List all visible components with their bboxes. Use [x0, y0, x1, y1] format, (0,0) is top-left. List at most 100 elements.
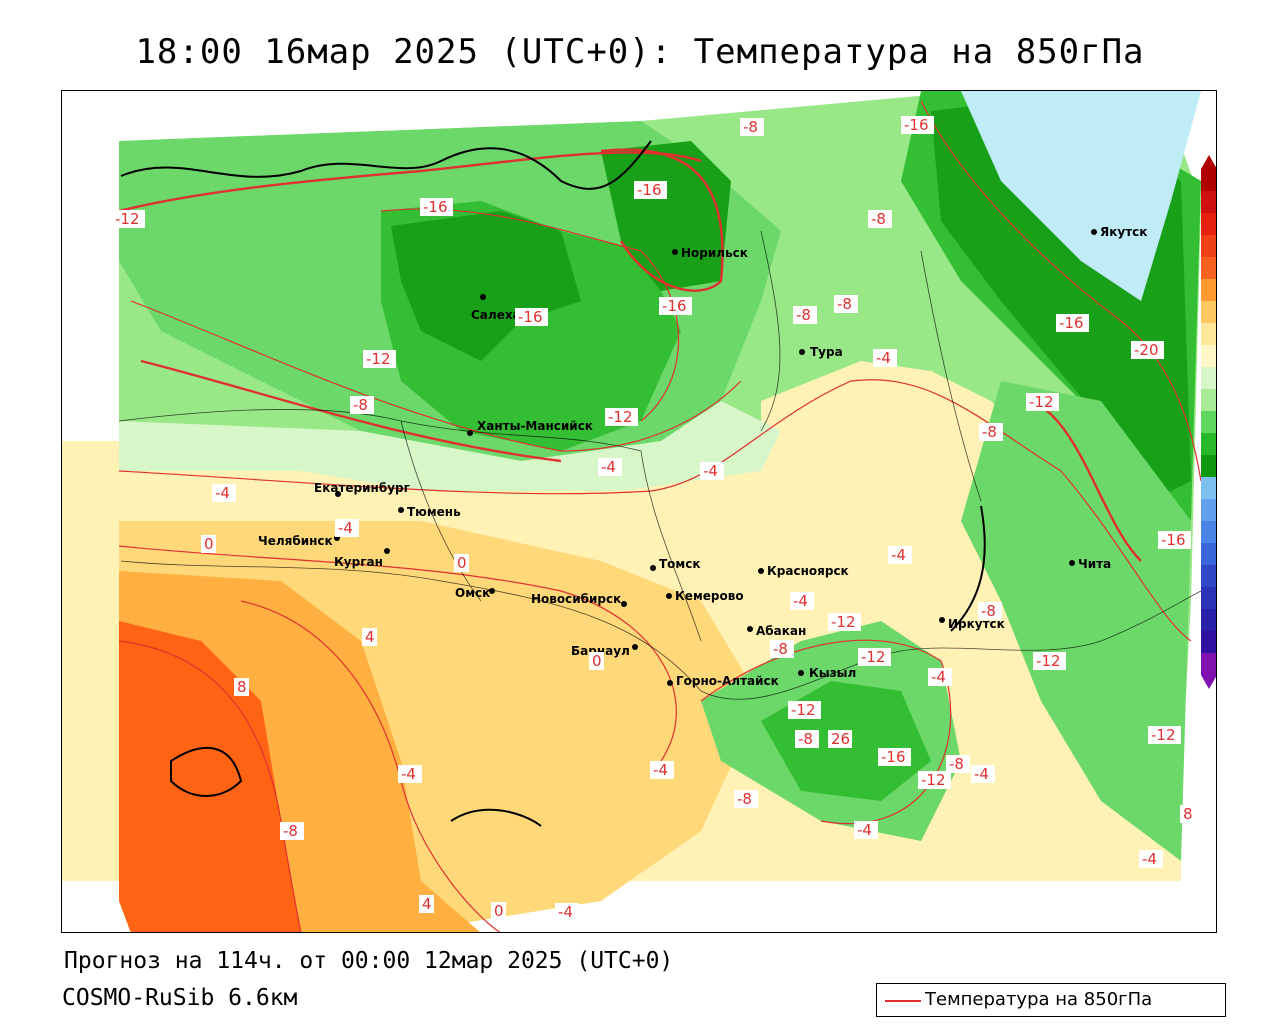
contour-line [118, 379, 1192, 642]
coastline [450, 808, 542, 827]
scale-swatch [1201, 389, 1216, 411]
scale-swatch [1201, 521, 1216, 543]
scale-swatch [1201, 235, 1216, 257]
contour-label-bg [335, 519, 359, 537]
contour-label-bg [363, 350, 396, 368]
city-label: Омск [455, 586, 490, 600]
contour-label: -8 [982, 423, 997, 441]
city-marker [798, 670, 804, 676]
contour-label-bg [946, 755, 970, 773]
scale-swatch [1201, 191, 1216, 213]
contour-label-bg [858, 648, 891, 666]
contour-label: -16 [904, 116, 929, 134]
city-label: Томск [659, 557, 701, 571]
contour-label: -12 [366, 350, 391, 368]
contour-label-bg [1033, 652, 1066, 670]
contour-label-bg [828, 613, 861, 631]
border-line [120, 560, 1202, 700]
contour-label: -4 [338, 519, 353, 537]
contour-label-bg [1148, 726, 1181, 744]
contour-label: -12 [1036, 652, 1061, 670]
city-label: Чита [1078, 557, 1111, 571]
city-label: Горно-Алтайск [676, 674, 779, 688]
contour-label: -12 [1029, 393, 1054, 411]
legend: Температура на 850гПа [876, 983, 1226, 1017]
contour-label-bg [280, 822, 304, 840]
city-label: Новосибирск [531, 592, 621, 606]
contour-label-bg [918, 771, 951, 789]
city-marker [1091, 229, 1097, 235]
contour-line [118, 640, 302, 932]
scale-swatch [1201, 213, 1216, 235]
contour-line [380, 208, 679, 422]
contour-label: -16 [637, 181, 662, 199]
contour-label-bg [634, 181, 667, 199]
map-title: 18:00 16мар 2025 (UTC+0): Температура на… [135, 32, 1145, 72]
contour-label: -4 [558, 903, 573, 921]
contour-label: 8 [237, 678, 247, 696]
contour-line-bold [140, 359, 562, 463]
city-marker [480, 294, 486, 300]
field-hot-orange [119, 621, 301, 932]
city-marker [632, 644, 638, 650]
contour-label-bg [1026, 393, 1059, 411]
contour-label-bg [828, 730, 852, 748]
contour-line-bold [118, 151, 702, 213]
city-label: Екатеринбург [314, 481, 410, 495]
scale-swatch [1201, 433, 1216, 455]
city-marker [398, 507, 404, 513]
contour-label: -12 [791, 701, 816, 719]
contour-label-bg [834, 295, 858, 313]
scale-swatch [1201, 169, 1216, 191]
contour-label-bg [740, 118, 764, 136]
city-label: Красноярск [767, 564, 849, 578]
contour-label: -8 [773, 640, 788, 658]
contour-label-bg [420, 198, 453, 216]
forecast-info: Прогноз на 114ч. от 00:00 12мар 2025 (UT… [64, 948, 674, 974]
city-marker [747, 626, 753, 632]
cities-layer: СалехардНорильскЯкутскТураХанты-Мансийск… [258, 225, 1147, 688]
contour-label-bg [971, 765, 995, 783]
map-panel: Салехард Норильск Якутск Тура Ханты-Мансийск… [61, 90, 1217, 933]
city-marker [667, 680, 673, 686]
contour-label: -4 [401, 765, 416, 783]
contour-label-bg [788, 701, 821, 719]
contour-label-bg [515, 308, 548, 326]
border-line [920, 250, 982, 502]
contour-line [920, 100, 1202, 482]
contour-label: -4 [931, 668, 946, 686]
contour-label-bg [734, 790, 758, 808]
contour-label-bg [419, 895, 434, 913]
city-label: Курган [334, 555, 383, 569]
contour-line-bold [1030, 399, 1142, 562]
border-line [118, 409, 642, 452]
contour-label-bg [978, 602, 1002, 620]
contour-label-bg [854, 821, 878, 839]
contour-label: -16 [662, 297, 687, 315]
city-marker [758, 568, 764, 574]
city-marker [650, 565, 656, 571]
contour-label: 0 [457, 554, 467, 572]
legend-label: Температура на 850гПа [925, 989, 1153, 1010]
scale-swatch [1201, 477, 1216, 499]
scale-swatch [1201, 323, 1216, 345]
field-east-mid [961, 381, 1191, 861]
contour-label: -8 [737, 790, 752, 808]
contour-line [130, 300, 742, 452]
scale-swatch [1201, 345, 1216, 367]
contour-label-bg [928, 668, 952, 686]
contour-label: -8 [871, 210, 886, 228]
contour-label-bg [555, 903, 579, 921]
coastline [950, 505, 986, 632]
contour-label: -4 [974, 765, 989, 783]
scale-swatch [1201, 587, 1216, 609]
city-marker [621, 601, 627, 607]
contour-label-bg [888, 546, 912, 564]
contour-label-bg [979, 423, 1003, 441]
city-label: Барнаул [571, 644, 630, 658]
contour-label: -4 [793, 592, 808, 610]
contour-label: -16 [1161, 531, 1186, 549]
city-marker [799, 349, 805, 355]
contour-label-bg [1131, 341, 1164, 359]
model-name: COSMO-RuSib 6.6км [62, 985, 298, 1011]
